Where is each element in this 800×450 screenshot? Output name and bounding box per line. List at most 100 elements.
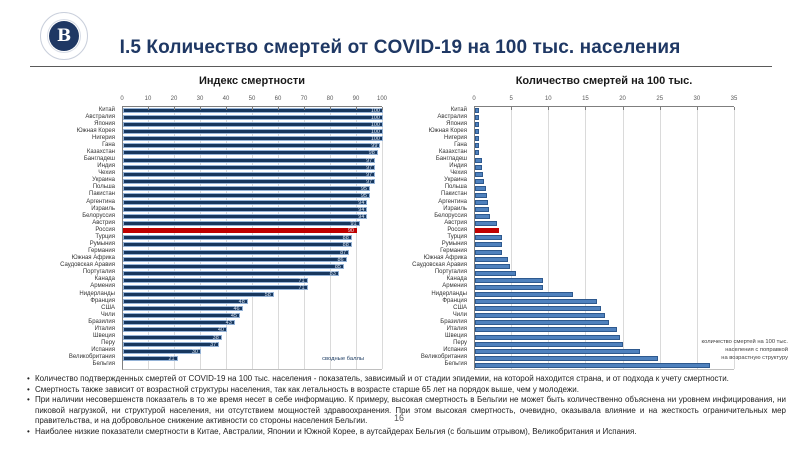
- gridline: [622, 107, 624, 369]
- category-label: Россия: [447, 226, 467, 233]
- bar-row: 87: [123, 249, 382, 256]
- bar-row: [475, 114, 734, 121]
- category-label: Нигерия: [443, 134, 467, 141]
- x-tick-mark: [696, 107, 698, 110]
- x-tick-mark: [200, 107, 201, 110]
- category-label: Бразилия: [440, 318, 467, 325]
- gridline: [659, 107, 661, 369]
- bar: [475, 256, 508, 262]
- category-label: Бангладеш: [435, 156, 467, 163]
- category-label: Белоруссия: [434, 212, 467, 219]
- bar-row: [475, 149, 734, 156]
- bar-row: 83: [123, 270, 382, 277]
- chart-mortality-index-category-axis: Китай Австралия Япония Южная Корея Нигерия Га…: [28, 106, 119, 368]
- category-label: Австралия: [437, 113, 467, 120]
- bar: 100: [123, 136, 383, 142]
- category-label: Великобритания: [420, 354, 467, 361]
- category-label: Австрия: [92, 219, 115, 226]
- category-label: Бельгия: [444, 361, 468, 368]
- bar: [475, 108, 479, 113]
- x-tick-mark: [734, 107, 735, 110]
- category-label: Белоруссия: [82, 212, 115, 219]
- page-title: I.5 Количество смертей от COVID-19 на 10…: [119, 37, 681, 58]
- bar-row: [475, 319, 734, 326]
- category-label: Казахстан: [86, 149, 115, 155]
- chart-mortality-index-title: Индекс смертности: [198, 75, 305, 87]
- gridline: [356, 107, 357, 369]
- x-tick-mark: [174, 107, 175, 110]
- category-label: Чехия: [450, 170, 467, 177]
- bar: 88: [123, 242, 352, 248]
- bar-row: [475, 312, 734, 319]
- bar-row: [475, 135, 734, 142]
- bar: 97: [123, 157, 376, 163]
- bar-row: 98: [123, 149, 382, 156]
- bar: 46: [123, 306, 243, 312]
- category-label: Канада: [94, 276, 115, 283]
- bar: 21: [123, 355, 178, 361]
- bar-row: 100: [123, 121, 383, 128]
- bar: [475, 292, 574, 298]
- bar-row: [475, 334, 734, 341]
- chart-mortality-index-body: Китай Австралия Япония Южная Корея Нигерия Га…: [28, 94, 390, 370]
- category-label: Израиль: [91, 205, 115, 212]
- bar-row: 58: [123, 291, 382, 298]
- bar: [475, 306, 602, 312]
- bar: [475, 115, 479, 121]
- bar: [475, 263, 510, 269]
- bar-row: 100: [123, 107, 383, 114]
- category-label: Португалия: [434, 269, 467, 276]
- bullet-item: При наличии несовершенств показатель в т…: [26, 395, 786, 427]
- category-label: Нидерланды: [79, 290, 115, 297]
- x-tick-mark: [278, 107, 279, 110]
- bar-row: [475, 249, 734, 256]
- category-label: Саудовская Аравия: [412, 262, 467, 269]
- chart-mortality-index: Индекс смертности Китай Австралия Япония Юж…: [28, 70, 390, 376]
- chart-deaths-per-100k-title: Количество смертей на 100 тыс.: [515, 75, 693, 87]
- bar-row: [475, 241, 734, 248]
- x-tick-mark: [622, 107, 624, 110]
- bar-row: 88: [123, 234, 382, 241]
- bar-row: [475, 171, 734, 178]
- category-label: Армения: [90, 283, 115, 290]
- x-tick-mark: [330, 107, 331, 110]
- category-label: Чили: [100, 311, 115, 318]
- bar: [475, 284, 544, 290]
- bar-row: 97: [123, 178, 382, 185]
- bar-row: [475, 199, 734, 206]
- gridline: [511, 107, 513, 369]
- bar: [475, 200, 489, 206]
- category-label: Польша: [92, 184, 115, 191]
- category-label: Аргентина: [86, 198, 115, 205]
- x-tick-label: 20: [619, 96, 626, 102]
- bar-row: 91: [123, 220, 382, 227]
- x-tick-label: 40: [222, 96, 230, 102]
- category-label: Канада: [446, 276, 467, 283]
- bar-row: [475, 277, 734, 284]
- category-label: Перу: [101, 340, 115, 347]
- category-label: Китай: [98, 106, 115, 113]
- category-label: Португалия: [82, 269, 115, 276]
- bar: [475, 341, 623, 347]
- category-label: Южная Африка: [423, 255, 467, 262]
- category-label: Франция: [442, 297, 467, 304]
- bar: 94: [123, 207, 368, 213]
- bar: 71: [123, 277, 308, 284]
- category-label: Бельгия: [92, 361, 116, 368]
- x-tick-mark: [548, 107, 550, 110]
- category-label: Румыния: [89, 241, 115, 248]
- bar: 88: [123, 235, 352, 241]
- bar: 40: [123, 327, 227, 333]
- bar: 85: [123, 263, 344, 269]
- bar: 97: [123, 164, 376, 170]
- bar-row: 100: [123, 128, 383, 135]
- chart-mortality-index-annotation: сводные баллы: [322, 355, 364, 363]
- x-tick-label: 80: [326, 96, 334, 102]
- bar: [475, 129, 479, 135]
- gridline: [548, 107, 550, 369]
- bar-row: 94: [123, 206, 382, 213]
- annotation-line: населения с поправкой: [725, 347, 788, 353]
- bar-row: [475, 220, 734, 227]
- bullet-item: Смертность также зависит от возрастной с…: [26, 385, 786, 396]
- bar: [475, 299, 597, 305]
